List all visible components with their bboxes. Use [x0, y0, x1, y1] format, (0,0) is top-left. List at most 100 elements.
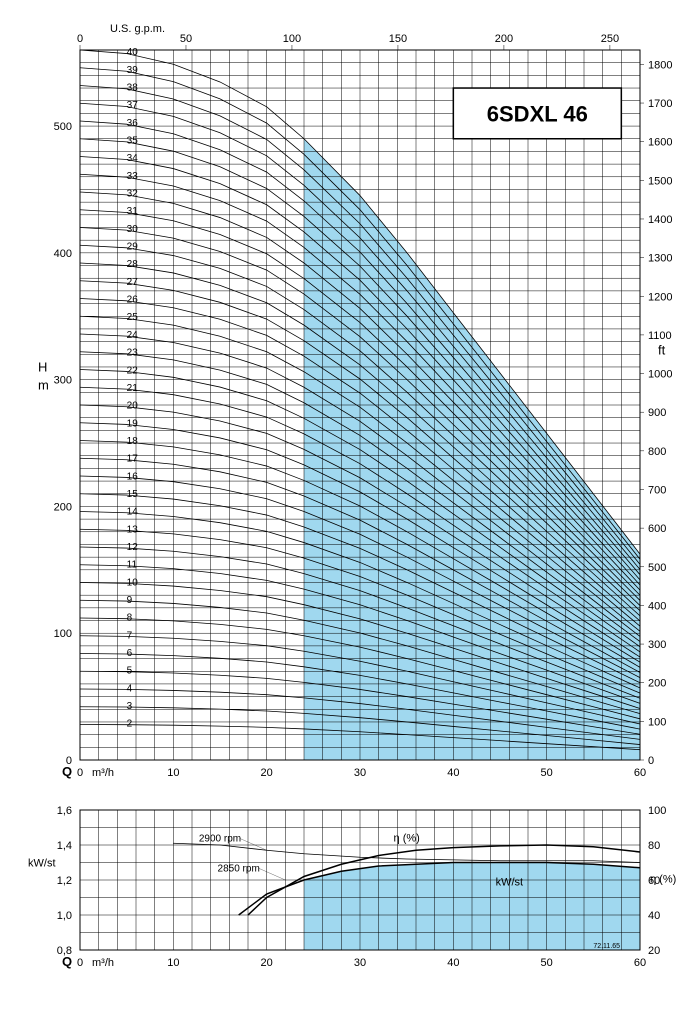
- curve-label-15: 15: [127, 489, 139, 500]
- gpm-tick-0: 0: [77, 33, 83, 45]
- curve-label-17: 17: [127, 454, 139, 465]
- x-tick-30: 30: [354, 767, 366, 779]
- y-right-label: ft: [658, 342, 666, 357]
- curve-label-4: 4: [127, 683, 133, 694]
- rpm-label: 2850 rpm: [218, 863, 260, 874]
- sub-yr-tick-20: 20: [648, 945, 660, 957]
- curve-label-10: 10: [127, 577, 139, 588]
- curve-label-21: 21: [127, 383, 139, 394]
- y-left-label-h: H: [38, 360, 47, 375]
- y-left-tick-200: 200: [54, 501, 72, 513]
- y-right-tick-0: 0: [648, 755, 654, 767]
- y-right-tick-1400: 1400: [648, 214, 672, 226]
- curve-label-34: 34: [127, 153, 139, 164]
- inline-label: kW/st: [496, 876, 524, 888]
- y-right-tick-1000: 1000: [648, 369, 672, 381]
- y-right-tick-1700: 1700: [648, 98, 672, 110]
- sub-yr-tick-80: 80: [648, 840, 660, 852]
- curve-label-38: 38: [127, 83, 139, 94]
- x-tick-0: 0: [77, 767, 83, 779]
- y-right-tick-100: 100: [648, 716, 666, 728]
- sub-yl-tick-1.6: 1,6: [57, 805, 72, 817]
- curve-label-13: 13: [127, 524, 139, 535]
- sub-yr-tick-100: 100: [648, 805, 666, 817]
- sub-x-tick-10: 10: [167, 957, 179, 969]
- sub-x-unit: m³/h: [92, 957, 114, 969]
- curve-label-39: 39: [127, 65, 139, 76]
- curve-label-18: 18: [127, 436, 139, 447]
- y-right-tick-900: 900: [648, 407, 666, 419]
- y-left-tick-500: 500: [54, 121, 72, 133]
- x-tick-40: 40: [447, 767, 459, 779]
- y-right-tick-1200: 1200: [648, 291, 672, 303]
- curve-label-30: 30: [127, 224, 139, 235]
- sub-x-tick-30: 30: [354, 957, 366, 969]
- sub-yl-tick-1.2: 1,2: [57, 875, 72, 887]
- sub-x-tick-0: 0: [77, 957, 83, 969]
- curve-label-37: 37: [127, 100, 139, 111]
- y-right-tick-800: 800: [648, 446, 666, 458]
- y-right-tick-700: 700: [648, 484, 666, 496]
- curve-label-29: 29: [127, 242, 139, 253]
- curve-label-11: 11: [127, 560, 138, 571]
- curve-label-9: 9: [127, 595, 133, 606]
- sub-yr-label: η (%): [650, 874, 676, 886]
- y-right-tick-200: 200: [648, 678, 666, 690]
- curve-label-22: 22: [127, 365, 139, 376]
- sub-yl-tick-1.4: 1,4: [57, 840, 72, 852]
- gpm-tick-200: 200: [495, 33, 513, 45]
- sub-x-tick-40: 40: [447, 957, 459, 969]
- curve-label-7: 7: [127, 630, 133, 641]
- y-right-tick-1500: 1500: [648, 175, 672, 187]
- curve-label-36: 36: [127, 118, 139, 129]
- gpm-tick-150: 150: [389, 33, 407, 45]
- sub-x-tick-20: 20: [261, 957, 273, 969]
- y-left-tick-300: 300: [54, 375, 72, 387]
- curve-label-27: 27: [127, 277, 139, 288]
- curve-label-19: 19: [127, 418, 139, 429]
- x-tick-50: 50: [541, 767, 553, 779]
- sub-yl-tick-1.0: 1,0: [57, 910, 72, 922]
- curve-label-20: 20: [127, 401, 139, 412]
- gpm-tick-100: 100: [283, 33, 301, 45]
- curve-label-31: 31: [127, 206, 139, 217]
- y-left-tick-0: 0: [66, 755, 72, 767]
- x-axis-label-top: U.S. g.p.m.: [110, 23, 165, 35]
- gpm-tick-250: 250: [601, 33, 619, 45]
- curve-label-5: 5: [127, 666, 133, 677]
- curve-label-33: 33: [127, 171, 139, 182]
- y-right-tick-300: 300: [648, 639, 666, 651]
- curve-label-12: 12: [127, 542, 139, 553]
- x-tick-10: 10: [167, 767, 179, 779]
- y-left-tick-100: 100: [54, 628, 72, 640]
- x-tick-20: 20: [261, 767, 273, 779]
- curve-label-2: 2: [127, 719, 133, 730]
- curve-label-14: 14: [127, 507, 139, 518]
- curve-label-28: 28: [127, 259, 139, 270]
- y-right-tick-1800: 1800: [648, 59, 672, 71]
- curve-label-6: 6: [127, 648, 133, 659]
- curve-label-8: 8: [127, 613, 133, 624]
- y-right-tick-1600: 1600: [648, 137, 672, 149]
- curve-label-23: 23: [127, 348, 139, 359]
- curve-label-40: 40: [127, 47, 139, 58]
- y-right-tick-1100: 1100: [648, 330, 672, 342]
- curve-label-16: 16: [127, 471, 139, 482]
- sub-yl-label: kW/st: [28, 858, 56, 870]
- y-right-tick-1300: 1300: [648, 253, 672, 265]
- x-tick-60: 60: [634, 767, 646, 779]
- inline-label: η (%): [394, 833, 420, 845]
- pump-chart-svg: 0102030405060Qm³/h050100150200250U.S. g.…: [20, 20, 680, 980]
- curve-label-26: 26: [127, 295, 139, 306]
- sub-yl-tick-0.8: 0,8: [57, 945, 72, 957]
- y-left-tick-400: 400: [54, 248, 72, 260]
- y-right-tick-400: 400: [648, 600, 666, 612]
- curve-label-32: 32: [127, 189, 139, 200]
- rpm-label: 2900 rpm: [199, 834, 241, 845]
- pump-chart-container: 0102030405060Qm³/h050100150200250U.S. g.…: [20, 20, 680, 980]
- y-left-label-m: m: [38, 378, 49, 393]
- curve-label-25: 25: [127, 312, 139, 323]
- curve-label-24: 24: [127, 330, 139, 341]
- sub-yr-tick-40: 40: [648, 910, 660, 922]
- footnote: 72.11.65: [593, 943, 620, 950]
